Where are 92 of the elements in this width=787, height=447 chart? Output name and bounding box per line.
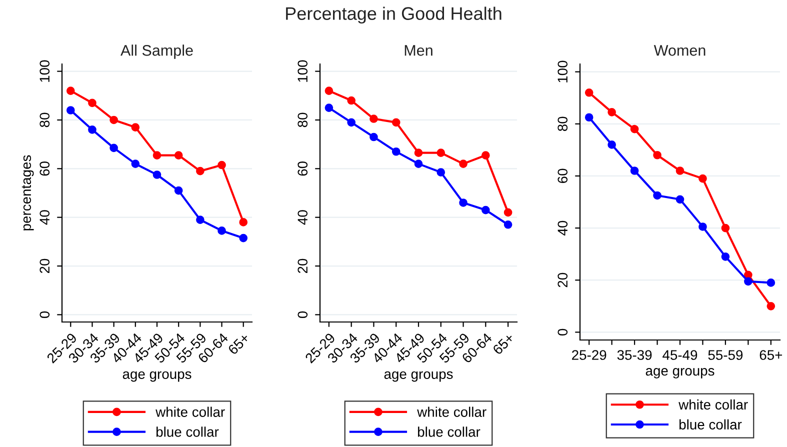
y-tick-label: 40 bbox=[40, 210, 50, 225]
point bbox=[630, 124, 639, 134]
y-axis-title: percentages bbox=[22, 155, 34, 230]
point bbox=[218, 160, 226, 170]
point bbox=[196, 166, 204, 176]
point bbox=[653, 191, 662, 200]
x-axis-title: age groups bbox=[122, 371, 192, 382]
point bbox=[504, 220, 512, 229]
point bbox=[131, 160, 140, 168]
point bbox=[584, 88, 594, 97]
point bbox=[698, 174, 707, 183]
point bbox=[414, 160, 423, 168]
point bbox=[110, 144, 118, 152]
y-tick-label: 0 bbox=[298, 311, 308, 318]
point bbox=[239, 234, 248, 242]
point bbox=[370, 114, 378, 123]
x-tick-label: 65+ bbox=[227, 332, 250, 356]
point bbox=[766, 302, 776, 310]
point bbox=[174, 186, 183, 195]
y-tick-label: 20 bbox=[298, 258, 308, 274]
point bbox=[324, 86, 334, 95]
point bbox=[721, 224, 730, 232]
point bbox=[698, 222, 707, 231]
y-tick-label: 100 bbox=[298, 60, 308, 82]
chart-title: All Sample bbox=[120, 44, 193, 59]
legend-label: blue collar bbox=[156, 426, 219, 437]
point bbox=[676, 195, 684, 204]
point bbox=[436, 148, 446, 158]
point bbox=[481, 151, 490, 160]
point bbox=[196, 216, 204, 224]
x-tick-label: 45-49 bbox=[662, 350, 698, 360]
legend-label: white collar bbox=[417, 406, 486, 417]
y-tick-label: 0 bbox=[40, 311, 50, 318]
x-tick-label: 35-39 bbox=[617, 350, 652, 360]
point bbox=[110, 116, 118, 124]
y-tick-label: 40 bbox=[558, 220, 568, 236]
text: Percentage in Good Health bbox=[286, 6, 502, 24]
point bbox=[459, 160, 468, 168]
point bbox=[370, 132, 378, 142]
legend-label: white collar bbox=[678, 399, 748, 410]
y-tick-label: 60 bbox=[298, 161, 308, 176]
point bbox=[239, 218, 248, 226]
point bbox=[766, 278, 776, 287]
point bbox=[721, 252, 730, 261]
x-tick-label: 55-59 bbox=[708, 350, 743, 360]
point bbox=[347, 96, 356, 105]
point bbox=[88, 98, 96, 108]
point bbox=[608, 108, 616, 116]
y-tick-label: 60 bbox=[40, 161, 50, 176]
point bbox=[66, 86, 75, 95]
x-tick-label: 25-29 bbox=[572, 350, 606, 360]
point bbox=[436, 168, 446, 176]
y-tick-label: 20 bbox=[40, 258, 50, 274]
point bbox=[392, 147, 400, 156]
point bbox=[324, 104, 334, 112]
chart-title: Women bbox=[654, 45, 706, 56]
y-tick-label: 80 bbox=[298, 112, 308, 128]
point bbox=[152, 170, 162, 179]
legend-label: blue collar bbox=[679, 419, 742, 430]
y-tick-label: 20 bbox=[558, 272, 568, 288]
x-axis-title: age groups bbox=[646, 368, 714, 378]
point bbox=[414, 148, 423, 158]
point bbox=[88, 126, 96, 134]
y-tick-label: 40 bbox=[298, 210, 308, 225]
y-tick-label: 0 bbox=[558, 328, 568, 336]
point bbox=[218, 226, 226, 235]
point bbox=[630, 166, 639, 175]
point bbox=[152, 151, 162, 160]
point bbox=[347, 118, 356, 127]
y-tick-label: 80 bbox=[40, 112, 50, 128]
point bbox=[608, 140, 616, 149]
point bbox=[676, 166, 684, 175]
point bbox=[584, 113, 594, 122]
point bbox=[744, 277, 752, 286]
legend-label: white collar bbox=[156, 406, 225, 417]
point bbox=[174, 151, 183, 160]
point bbox=[392, 118, 400, 127]
y-tick-label: 100 bbox=[558, 60, 568, 82]
point bbox=[459, 198, 468, 207]
x-axis-title: age groups bbox=[384, 371, 453, 382]
point bbox=[131, 123, 140, 132]
y-tick-label: 100 bbox=[40, 60, 50, 82]
y-tick-label: 60 bbox=[558, 168, 568, 183]
point bbox=[504, 208, 512, 217]
chart-title: Men bbox=[404, 45, 432, 56]
point bbox=[66, 106, 75, 114]
y-tick-label: 80 bbox=[558, 116, 568, 132]
legend-label: blue collar bbox=[418, 426, 480, 437]
point bbox=[653, 150, 662, 160]
point bbox=[481, 206, 490, 214]
x-tick-label: 65+ bbox=[760, 350, 782, 360]
x-tick-label: 65+ bbox=[492, 332, 515, 356]
